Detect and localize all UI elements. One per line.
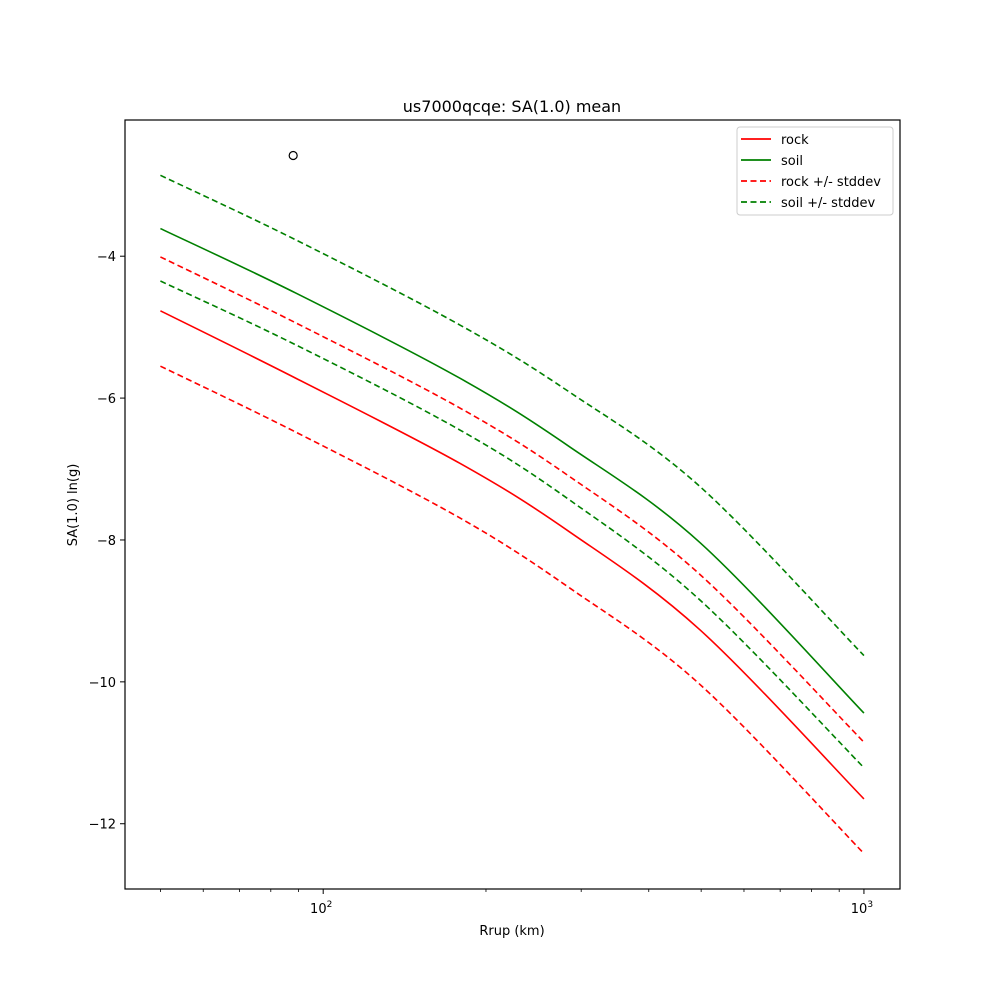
legend-label: soil <box>781 154 803 169</box>
y-axis-label: SA(1.0) ln(g) <box>66 464 81 547</box>
series-layer <box>160 174 865 855</box>
x-axis-ticks: 102 103 <box>160 889 873 917</box>
legend-label: rock <box>781 133 809 148</box>
y-tick-label: −8 <box>97 534 116 549</box>
y-tick-label: −6 <box>97 392 116 407</box>
series-rock <box>160 310 865 800</box>
y-tick-label: −4 <box>97 250 116 265</box>
legend-label: rock +/- stddev <box>781 175 881 190</box>
chart-title: us7000qcqe: SA(1.0) mean <box>403 97 621 116</box>
legend-box <box>736 126 894 216</box>
legend-label: soil +/- stddev <box>781 196 876 211</box>
marker-layer <box>288 150 298 161</box>
plot-frame <box>124 119 901 890</box>
y-tick-label: −12 <box>89 818 116 833</box>
y-tick-label: −10 <box>89 676 116 691</box>
series-rock-stddev <box>160 365 865 855</box>
x-tick-label: 102 <box>310 900 332 917</box>
x-axis-label: Rrup (km) <box>479 924 544 939</box>
y-axis-ticks: −4 −6 −8 −10 −12 <box>89 250 125 833</box>
series-soil <box>160 227 865 714</box>
legend: rock soil rock +/- stddev soil +/- stddev <box>736 126 894 216</box>
series-soil-stddev <box>160 280 865 769</box>
x-tick-label: 103 <box>851 900 873 917</box>
series-rock-stddev <box>160 256 865 743</box>
series-soil-stddev <box>160 174 865 657</box>
observation-marker <box>288 150 298 161</box>
